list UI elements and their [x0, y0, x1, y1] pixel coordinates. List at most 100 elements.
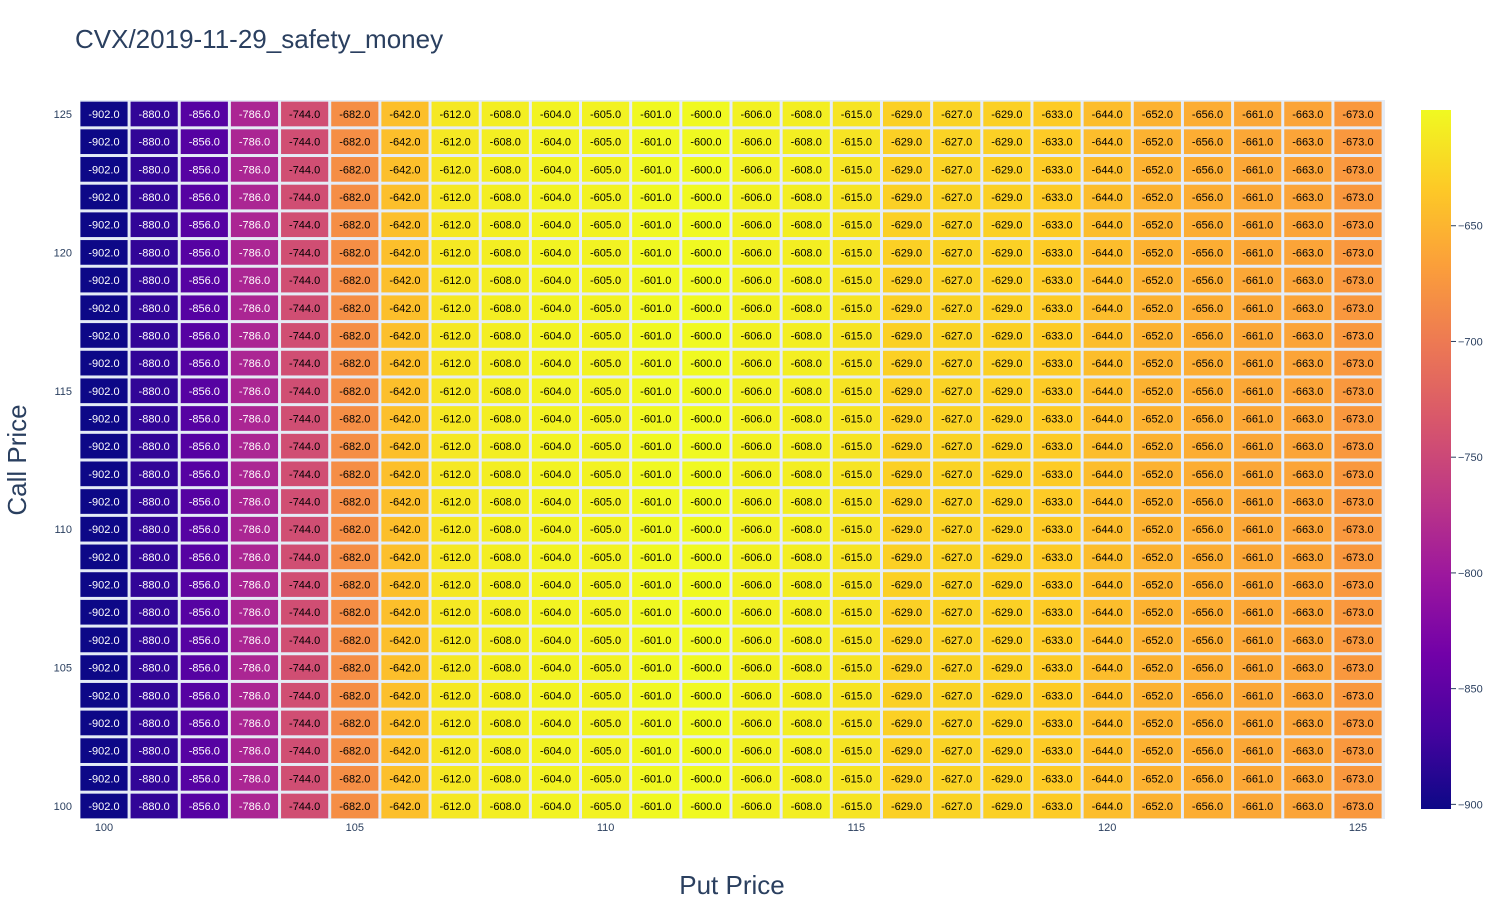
- heatmap-cell: [80, 793, 128, 819]
- cell-value-label: -673.0: [1342, 663, 1373, 675]
- heatmap-cell: [1284, 682, 1332, 708]
- cell-value-label: -642.0: [389, 386, 420, 398]
- cell-value-label: -902.0: [88, 413, 119, 425]
- cell-value-label: -656.0: [1192, 607, 1223, 619]
- heatmap-cell: [481, 323, 529, 348]
- cell-value-label: -663.0: [1292, 580, 1323, 592]
- cell-value-label: -673.0: [1342, 773, 1373, 785]
- heatmap-cell: [632, 295, 680, 321]
- heatmap-cell: [632, 350, 680, 376]
- cell-value-label: -786.0: [239, 413, 270, 425]
- heatmap-cell: [782, 406, 830, 431]
- cell-value-label: -604.0: [540, 413, 571, 425]
- heatmap-cell: [632, 323, 680, 348]
- heatmap-cell: [732, 516, 780, 542]
- cell-value-label: -644.0: [1092, 413, 1123, 425]
- heatmap-cell: [1083, 489, 1131, 514]
- heatmap-cell: [1234, 793, 1282, 819]
- cell-value-label: -608.0: [791, 718, 822, 730]
- cell-value-label: -642.0: [389, 524, 420, 536]
- cell-value-label: -629.0: [991, 441, 1022, 453]
- heatmap-cell: [1133, 765, 1181, 791]
- cell-value-label: -633.0: [1041, 663, 1072, 675]
- cell-value-label: -601.0: [640, 303, 671, 315]
- heatmap-cell: [1284, 461, 1332, 487]
- heatmap-cell: [431, 627, 479, 653]
- heatmap-cell: [180, 433, 228, 459]
- heatmap-cell: [732, 323, 780, 348]
- heatmap-cell: [1083, 682, 1131, 708]
- heatmap-cell: [431, 267, 479, 293]
- heatmap-cell: [531, 212, 580, 238]
- heatmap-cell: [1334, 793, 1382, 819]
- heatmap-cell: [1083, 350, 1131, 376]
- cell-value-label: -627.0: [941, 386, 972, 398]
- heatmap-cell: [782, 765, 830, 791]
- heatmap-cell: [481, 572, 529, 597]
- heatmap-cell: [180, 378, 228, 404]
- cell-value-label: -786.0: [239, 330, 270, 342]
- heatmap-cell: [983, 350, 1031, 376]
- cell-value-label: -606.0: [740, 801, 771, 813]
- heatmap-cell: [632, 738, 680, 763]
- cell-value-label: -652.0: [1142, 524, 1173, 536]
- heatmap-cell: [1284, 572, 1332, 597]
- cell-value-label: -902.0: [88, 773, 119, 785]
- cell-value-label: -786.0: [239, 441, 270, 453]
- heatmap-cell: [1083, 461, 1131, 487]
- heatmap-cell: [983, 489, 1031, 514]
- cell-value-label: -612.0: [440, 330, 471, 342]
- heatmap-cell: [481, 350, 529, 376]
- cell-value-label: -786.0: [239, 746, 270, 758]
- heatmap-cell: [431, 323, 479, 348]
- cell-value-label: -601.0: [640, 247, 671, 259]
- x-axis-ticks: 100 105 110 115 120 125: [95, 822, 1367, 834]
- heatmap-cell: [1083, 406, 1131, 431]
- heatmap-cell: [1284, 793, 1332, 819]
- cell-value-label: -608.0: [791, 441, 822, 453]
- heatmap-cell: [381, 489, 429, 514]
- heatmap-cell: [1334, 184, 1382, 210]
- cell-value-label: -629.0: [891, 247, 922, 259]
- cell-value-label: -606.0: [740, 469, 771, 481]
- heatmap-cell: [80, 267, 128, 293]
- heatmap-cell: [431, 184, 479, 210]
- heatmap-cell: [130, 212, 178, 238]
- heatmap-cell: [983, 682, 1031, 708]
- cell-value-label: -744.0: [289, 663, 320, 675]
- heatmap-cell: [632, 461, 680, 487]
- cell-value-label: -663.0: [1292, 607, 1323, 619]
- heatmap-cell: [381, 544, 429, 570]
- heatmap-cell: [230, 738, 279, 763]
- cell-value-label: -786.0: [239, 801, 270, 813]
- heatmap-cell: [481, 489, 529, 514]
- cell-value-label: -629.0: [991, 164, 1022, 176]
- cell-value-label: -880.0: [139, 109, 170, 121]
- cell-value-label: -608.0: [490, 220, 521, 232]
- cell-value-label: -615.0: [841, 773, 872, 785]
- heatmap-cell: [180, 323, 228, 348]
- cell-value-label: -856.0: [189, 746, 220, 758]
- heatmap-cell: [732, 544, 780, 570]
- heatmap-cell: [983, 655, 1031, 680]
- cell-value-label: -604.0: [540, 718, 571, 730]
- heatmap-cell: [481, 406, 529, 431]
- cell-value-label: -600.0: [690, 303, 721, 315]
- heatmap-cell: [531, 295, 580, 321]
- cell-value-label: -856.0: [189, 220, 220, 232]
- heatmap-cell: [782, 240, 830, 265]
- heatmap-cell: [682, 627, 730, 653]
- heatmap-cell: [1083, 655, 1131, 680]
- heatmap-cell: [1183, 461, 1232, 487]
- cell-value-label: -656.0: [1192, 690, 1223, 702]
- cell-value-label: -608.0: [490, 358, 521, 370]
- heatmap-cell: [1284, 240, 1332, 265]
- cell-value-label: -856.0: [189, 663, 220, 675]
- heatmap-cell: [1033, 184, 1081, 210]
- cell-value-label: -627.0: [941, 441, 972, 453]
- cell-value-label: -601.0: [640, 773, 671, 785]
- cell-value-label: -629.0: [891, 552, 922, 564]
- cell-value-label: -880.0: [139, 192, 170, 204]
- heatmap-cell: [230, 406, 279, 431]
- cell-value-label: -744.0: [289, 552, 320, 564]
